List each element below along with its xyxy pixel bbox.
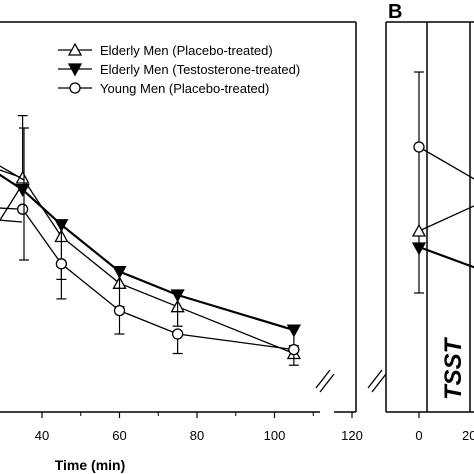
data-point [170, 289, 185, 303]
axis-break-mark [371, 373, 387, 393]
legend-label: Young Men (Placebo-treated) [100, 81, 269, 96]
data-point [413, 141, 425, 153]
x-tick-label: 40 [35, 428, 49, 443]
data-point [16, 203, 29, 215]
series-line-entry [0, 184, 23, 221]
series-line [0, 173, 295, 332]
data-point [171, 328, 184, 340]
series-line [418, 205, 474, 232]
x-tick-label: 80 [190, 428, 204, 443]
series-line [0, 169, 295, 355]
x-tick-label: 100 [264, 428, 286, 443]
axis-break-mark [319, 373, 335, 393]
data-point [411, 223, 427, 237]
legend-marker [67, 42, 83, 56]
series-line [418, 146, 474, 180]
series-line [0, 207, 294, 351]
data-point [15, 184, 30, 198]
data-point [112, 265, 127, 279]
data-point [286, 324, 301, 338]
panel-label: B [388, 1, 402, 23]
legend-marker [69, 82, 81, 94]
data-point [411, 242, 427, 256]
axis-break-mark [315, 369, 331, 389]
data-point [288, 343, 300, 356]
series-line-entry [0, 219, 23, 223]
axis-break-mark [367, 369, 383, 389]
x-tick-label: 20 [462, 428, 474, 443]
legend-marker [67, 63, 83, 77]
x-axis-label: Time (min) [55, 457, 126, 473]
x-tick-label: 0 [415, 428, 422, 443]
x-tick-label: 120 [341, 428, 363, 443]
panel-a: 40 60 80 100 120 Time (min) Elderly Men (Place… [0, 21, 363, 473]
tsst-annotation: TSST [440, 336, 467, 400]
series-line [418, 245, 474, 269]
data-point [54, 219, 69, 233]
legend-label: Elderly Men (Testosterone-treated) [100, 62, 300, 77]
data-point [113, 304, 126, 317]
series-0 [0, 169, 301, 360]
panel-b: B TSST 0 20 [367, 1, 474, 443]
data-point [55, 258, 68, 270]
legend: Elderly Men (Placebo-treated) Elderly Men… [58, 42, 300, 96]
series-2 [0, 203, 300, 366]
series-line-entry [0, 165, 25, 181]
x-tick-label: 60 [112, 428, 126, 443]
series-1 [0, 173, 301, 347]
legend-label: Elderly Men (Placebo-treated) [100, 43, 273, 58]
